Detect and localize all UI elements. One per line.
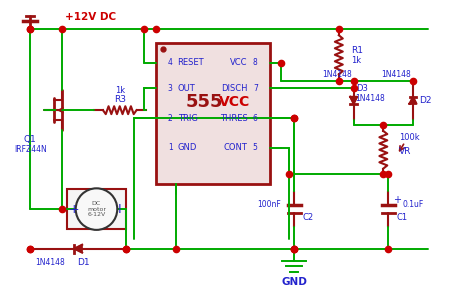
Text: +12V DC: +12V DC <box>65 12 116 22</box>
Text: 1k: 1k <box>350 56 360 65</box>
Text: 1N4148: 1N4148 <box>355 94 385 103</box>
Text: Q1: Q1 <box>24 135 37 144</box>
Text: D1: D1 <box>77 258 89 267</box>
Polygon shape <box>350 97 357 104</box>
Text: 100nF: 100nF <box>256 200 280 209</box>
Text: TRIG: TRIG <box>177 114 197 123</box>
Text: 7: 7 <box>252 84 257 93</box>
Text: OUT: OUT <box>177 84 195 93</box>
Text: C2: C2 <box>301 213 313 222</box>
Text: 1N4148: 1N4148 <box>321 70 351 79</box>
Text: D2: D2 <box>418 96 431 105</box>
Text: +: + <box>392 195 400 205</box>
Text: IRFZ44N: IRFZ44N <box>14 145 46 154</box>
Text: CONT: CONT <box>224 143 247 152</box>
Text: DISCH: DISCH <box>221 84 247 93</box>
Text: 3: 3 <box>167 84 172 93</box>
Text: I: I <box>117 203 121 215</box>
Text: DC
motor
6-12V: DC motor 6-12V <box>87 201 106 218</box>
Text: 2: 2 <box>167 114 172 123</box>
Text: 100k: 100k <box>398 133 419 142</box>
Text: 0.1uF: 0.1uF <box>401 200 422 209</box>
Text: 6: 6 <box>252 114 257 123</box>
Text: +: + <box>68 203 79 215</box>
Text: VR: VR <box>398 147 411 156</box>
Text: 1: 1 <box>167 143 172 152</box>
Text: 5: 5 <box>252 143 257 152</box>
Polygon shape <box>74 245 82 253</box>
Bar <box>156 43 269 184</box>
Text: 1k: 1k <box>114 86 125 95</box>
Text: VCC: VCC <box>219 95 250 109</box>
Text: R1: R1 <box>350 46 362 55</box>
Text: RESET: RESET <box>177 58 204 67</box>
Circle shape <box>75 188 117 230</box>
Text: 555: 555 <box>186 93 223 111</box>
Text: D3: D3 <box>355 84 367 93</box>
Text: THRES: THRES <box>219 114 247 123</box>
Polygon shape <box>409 97 416 104</box>
Text: 1N4148: 1N4148 <box>381 70 410 79</box>
Text: VCC: VCC <box>230 58 247 67</box>
Text: C1: C1 <box>395 213 407 222</box>
Text: GND: GND <box>281 277 307 287</box>
Bar <box>67 189 126 229</box>
Text: 8: 8 <box>252 58 257 67</box>
Text: R3: R3 <box>113 95 125 104</box>
Text: GND: GND <box>177 143 197 152</box>
Text: 1N4148: 1N4148 <box>35 258 65 267</box>
Text: 4: 4 <box>167 58 172 67</box>
